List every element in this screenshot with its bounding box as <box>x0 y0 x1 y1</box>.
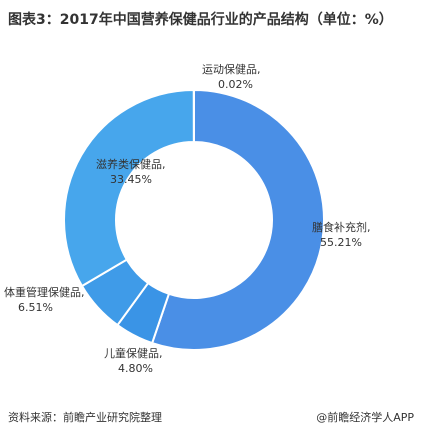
slice-label: 运动保健品, <box>202 62 261 76</box>
slice-label: 儿童保健品, <box>104 346 163 360</box>
donut-chart: 膳食补充剂, 55.21% 儿童保健品, 4.80% 体重管理保健品, 6.51% 滋养类保… <box>4 62 371 375</box>
slice-value-label: 55.21% <box>320 236 362 249</box>
slice-value-label: 0.02% <box>218 78 253 91</box>
slice-label: 膳食补充剂, <box>312 220 371 234</box>
donut-slice <box>150 88 325 351</box>
brand-label: @前瞻经济学人APP <box>316 411 414 424</box>
slice-value-label: 4.80% <box>118 362 153 375</box>
source-note: 资料来源：前瞻产业研究院整理 <box>8 411 162 424</box>
donut-chart-area: 膳食补充剂, 55.21% 儿童保健品, 4.80% 体重管理保健品, 6.51% 滋养类保… <box>0 60 422 390</box>
slice-label: 滋养类保健品, <box>96 157 166 171</box>
slice-value-label: 33.45% <box>110 173 152 186</box>
slice-value-label: 6.51% <box>18 301 53 314</box>
chart-title: 图表3：2017年中国营养保健品行业的产品结构（单位：%） <box>8 12 393 28</box>
donut-slice <box>63 88 195 288</box>
slice-label: 体重管理保健品, <box>4 285 85 299</box>
